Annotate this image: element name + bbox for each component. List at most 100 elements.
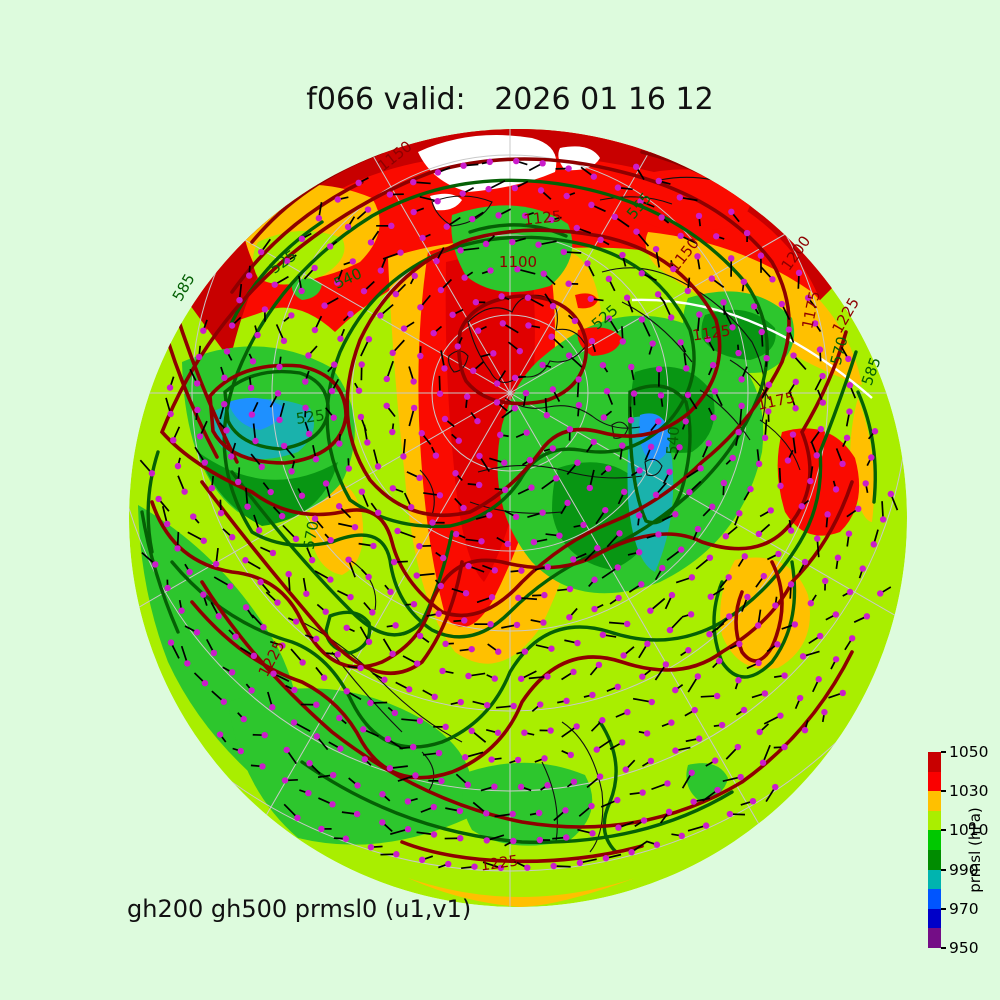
wind-grid-dot [638,581,645,588]
wind-grid-dot [345,556,352,563]
wind-grid-dot [164,584,171,592]
wind-grid-dot [351,523,359,531]
wind-grid-dot [694,673,702,680]
wind-grid-dot [588,201,595,209]
wind-grid-dot [509,238,516,246]
wind-grid-dot [442,640,449,648]
wind-grid-dot [760,572,768,580]
wind-grid-dot [267,488,274,496]
wind-grid-dot [335,503,343,510]
gh200-contour-line [200,480,464,676]
wind-grid-dot [513,157,520,165]
wind-grid-dot [364,206,372,213]
wind-grid-dot [201,679,209,687]
wind-grid-dot [379,791,386,798]
wind-grid-dot [832,611,840,618]
wind-grid-dot [299,659,306,666]
wind-grid-dot [410,208,417,216]
wind-grid-dot [410,404,418,412]
wind-grid-dot [486,158,493,166]
wind-grid-dot [839,689,846,697]
coastline [504,397,641,429]
wind-grid-dot [283,257,291,265]
wind-grid-dot [623,294,631,301]
wind-grid-dot [491,783,498,790]
wind-grid-dot [459,190,466,197]
wind-grid-dot [386,191,394,198]
wind-grid-dot [718,721,726,729]
wind-grid-dot [683,365,690,372]
wind-grid-dot [261,306,269,313]
wind-grid-dot [522,389,530,397]
wind-grid-dot [670,265,677,273]
wind-grid-dot [640,817,648,824]
wind-grid-dot [375,509,382,516]
wind-grid-dot [302,404,309,412]
wind-grid-dot [517,675,525,682]
wind-grid-dot [544,782,551,789]
wind-grid-dot [706,554,714,561]
wind-grid-dot [439,667,446,675]
wind-grid-dot [564,499,571,507]
wind-grid-dot [270,670,277,677]
wind-grid-dot [758,328,765,336]
wind-grid-dot [305,789,312,797]
meridian-line [199,129,511,394]
wind-grid-dot [392,290,400,298]
wind-grid-dot [709,361,717,369]
wind-grid-dot [819,399,827,406]
wind-grid-dot [726,613,733,620]
wind-grid-dot [799,653,807,660]
meridian-line [509,392,907,704]
prmsl-fill-region [462,762,593,846]
wind-grid-dot [859,565,866,572]
wind-grid-dot [334,196,342,203]
wind-grid-dot [814,535,821,542]
wind-grid-dot [361,756,368,763]
wind-grid-dot [787,527,795,534]
colorbar-tick-label: 1030 [949,782,989,801]
wind-grid-dot [434,198,441,205]
wind-grid-dot [227,453,235,460]
wind-grid-dot [655,177,662,185]
wind-grid-dot [232,633,239,640]
wind-grid-dot [714,786,721,794]
wind-grid-dot [271,281,278,288]
wind-grid-dot [750,303,758,310]
wind-grid-dot [711,388,719,395]
wind-grid-dot [619,442,626,449]
wind-grid-dot [468,645,475,653]
colorbar-segment [928,830,941,850]
wind-grid-dot [384,735,392,743]
gh200-contour-line [230,180,364,294]
wind-grid-dot [461,754,469,761]
wind-grid-dot [228,534,236,541]
wind-grid-dot [871,428,879,435]
wind-grid-dot [228,669,236,676]
wind-grid-dot [536,836,544,844]
wind-grid-dot [355,387,363,394]
wind-grid-dot [166,384,174,391]
wind-grid-dot [570,778,578,785]
wind-grid-dot [248,687,255,694]
wind-grid-dot [537,701,544,708]
wind-grid-dot [305,430,313,438]
wind-grid-dot [365,638,373,646]
wind-grid-dot [756,728,763,736]
wind-grid-dot [329,801,336,808]
wind-grid-dot [822,577,829,585]
wind-grid-dot [636,467,643,474]
wind-grid-dot [736,640,743,648]
wind-grid-dot [417,304,424,311]
wind-grid-dot [573,723,580,730]
wind-grid-dot [255,527,263,534]
wind-grid-dot [471,863,478,870]
wind-grid-dot [781,672,788,679]
wind-grid-dot [464,781,472,788]
wind-grid-dot [877,590,884,597]
wind-grid-dot [655,365,663,373]
gh500-contour-line [856,390,877,504]
wind-grid-dot [367,699,374,707]
wind-grid-dot [580,521,587,529]
wind-grid-dot [541,591,548,599]
